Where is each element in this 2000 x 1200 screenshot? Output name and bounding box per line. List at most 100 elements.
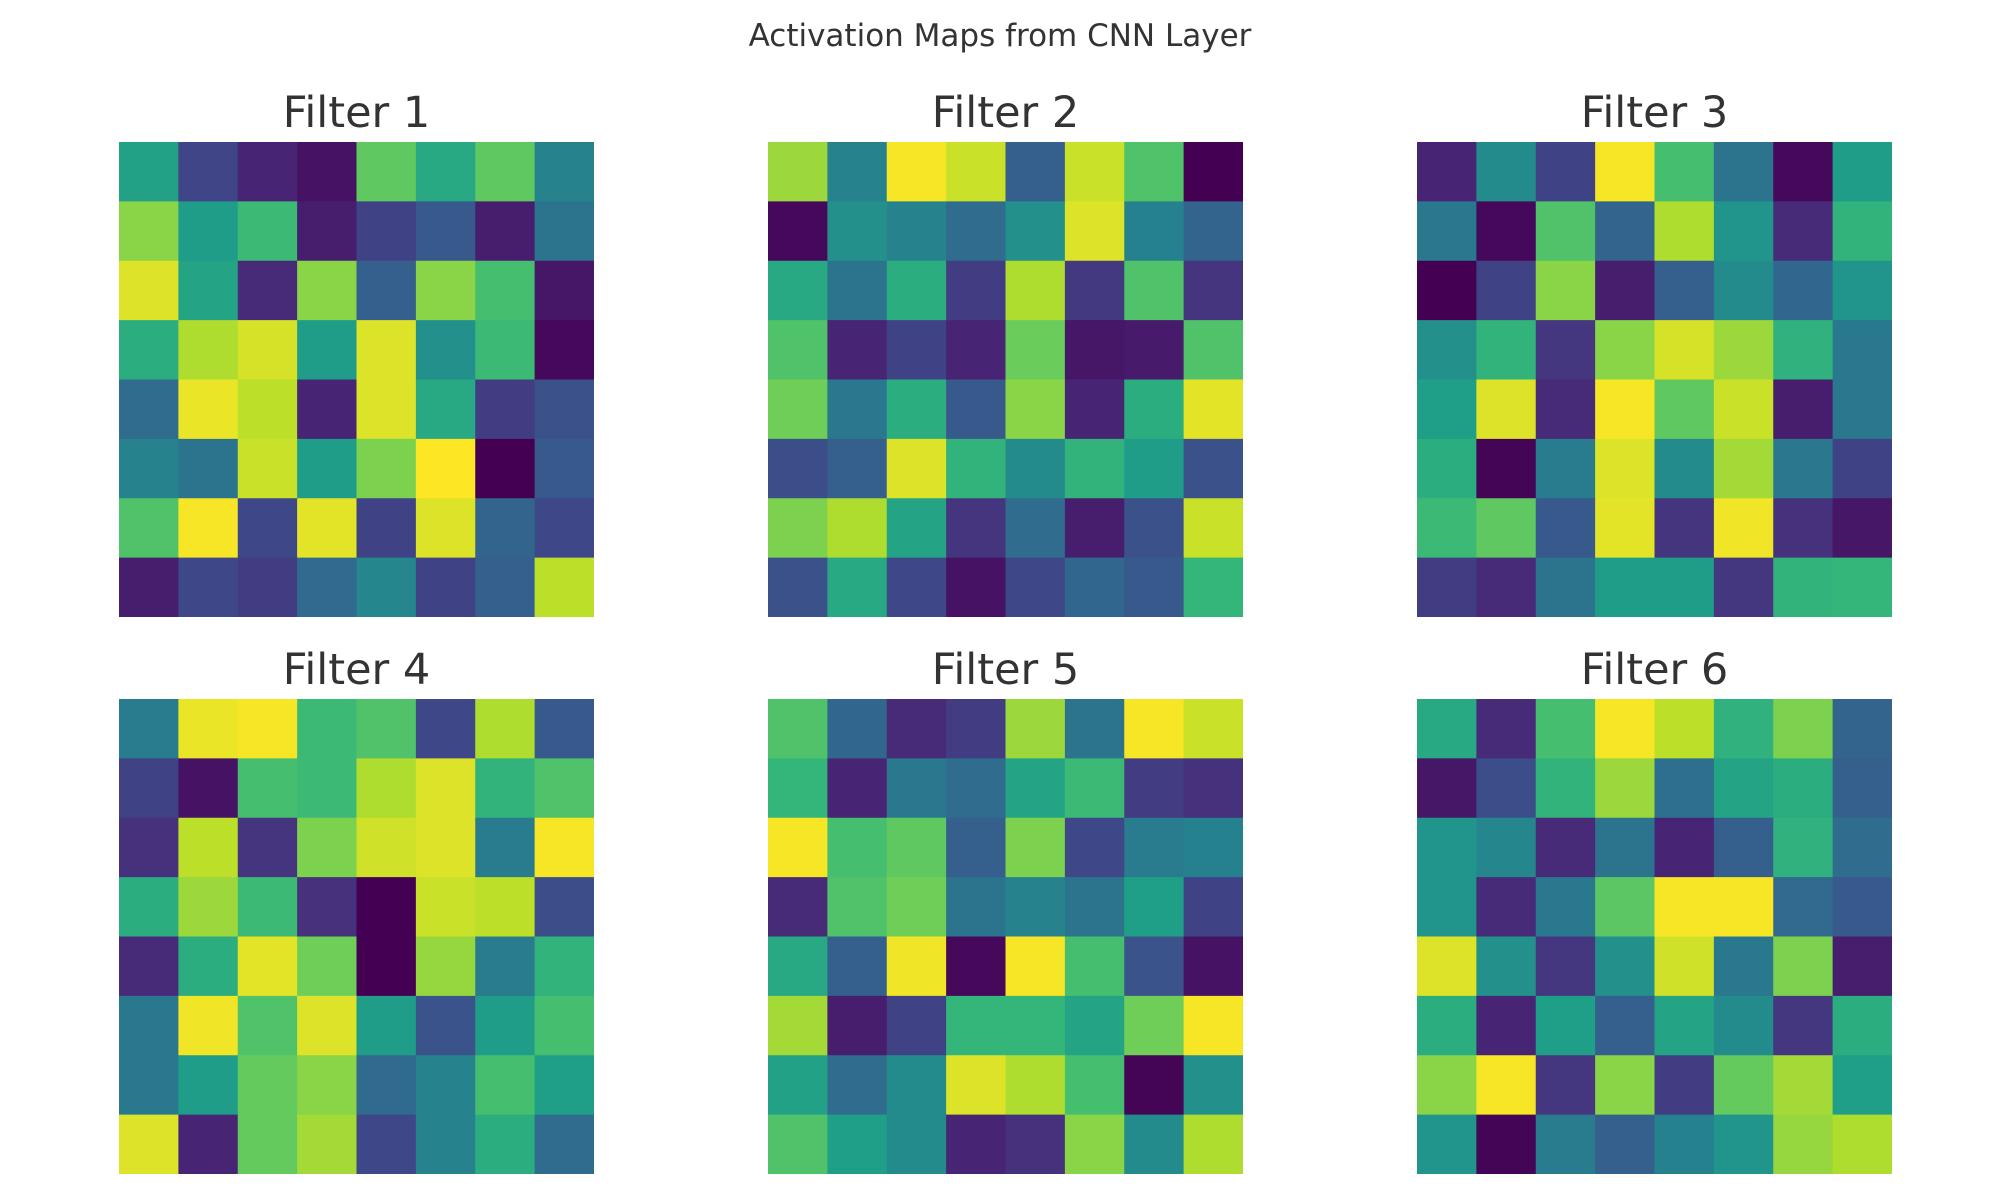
heatmap-cell xyxy=(1713,201,1774,262)
heatmap-cell xyxy=(1183,936,1243,997)
heatmap-cell xyxy=(1417,877,1477,938)
heatmap-cell xyxy=(1124,438,1185,499)
heatmap-cell xyxy=(237,936,298,997)
heatmap-cell xyxy=(1832,379,1892,440)
heatmap-cell xyxy=(1417,142,1477,202)
heatmap-cell xyxy=(768,438,828,499)
heatmap-cell xyxy=(415,557,476,617)
heatmap-cell xyxy=(534,498,594,559)
heatmap-cell xyxy=(1595,320,1656,381)
heatmap-cell xyxy=(946,936,1007,997)
panel-title: Filter 3 xyxy=(1580,88,1729,138)
heatmap-cell xyxy=(1476,379,1537,440)
heatmap-cell xyxy=(886,817,947,878)
heatmap-cell xyxy=(768,1055,828,1116)
heatmap-cell xyxy=(768,699,828,759)
heatmap-cell xyxy=(768,201,828,262)
heatmap-cell xyxy=(1713,438,1774,499)
heatmap-cell xyxy=(1476,877,1537,938)
heatmap-cell xyxy=(1654,699,1715,759)
heatmap-cell xyxy=(1595,699,1656,759)
heatmap-cell xyxy=(178,379,239,440)
heatmap-cell xyxy=(1124,936,1185,997)
heatmap-cell xyxy=(475,1114,536,1174)
heatmap-cell xyxy=(356,320,417,381)
heatmap-cell xyxy=(1832,1114,1892,1174)
activation-heatmap xyxy=(768,699,1243,1174)
heatmap-cell xyxy=(946,877,1007,938)
heatmap-cell xyxy=(237,260,298,321)
heatmap-cell xyxy=(1832,557,1892,617)
heatmap-cell xyxy=(237,557,298,617)
heatmap-cell xyxy=(1005,1114,1066,1174)
heatmap-cell xyxy=(768,142,828,202)
heatmap-cell xyxy=(1417,817,1477,878)
heatmap-cell xyxy=(1476,557,1537,617)
heatmap-cell xyxy=(768,498,828,559)
heatmap-cell xyxy=(534,201,594,262)
activation-heatmap xyxy=(768,142,1243,617)
heatmap-cell xyxy=(946,1114,1007,1174)
heatmap-cell xyxy=(1773,498,1834,559)
heatmap-cell xyxy=(1183,498,1243,559)
heatmap-cell xyxy=(886,758,947,819)
heatmap-cell xyxy=(886,557,947,617)
heatmap-cell xyxy=(1654,320,1715,381)
heatmap-cell xyxy=(1183,557,1243,617)
heatmap-cell xyxy=(1064,699,1125,759)
heatmap-cell xyxy=(297,936,358,997)
heatmap-cell xyxy=(119,498,179,559)
heatmap-cell xyxy=(1124,1114,1185,1174)
heatmap-cell xyxy=(1713,936,1774,997)
panel-title: Filter 1 xyxy=(282,88,431,138)
heatmap-cell xyxy=(1183,142,1243,202)
heatmap-cell xyxy=(768,936,828,997)
heatmap-cell xyxy=(827,995,888,1056)
heatmap-cell xyxy=(1476,142,1537,202)
heatmap-cell xyxy=(297,817,358,878)
heatmap-cell xyxy=(1417,498,1477,559)
heatmap-cell xyxy=(237,438,298,499)
heatmap-cell xyxy=(534,142,594,202)
heatmap-cell xyxy=(415,877,476,938)
heatmap-cell xyxy=(178,142,239,202)
heatmap-cell xyxy=(178,557,239,617)
heatmap-cell xyxy=(1535,758,1596,819)
heatmap-cell xyxy=(1832,758,1892,819)
heatmap-cell xyxy=(415,817,476,878)
heatmap-cell xyxy=(356,817,417,878)
heatmap-cell xyxy=(1595,817,1656,878)
heatmap-cell xyxy=(1124,817,1185,878)
heatmap-cell xyxy=(768,817,828,878)
heatmap-cell xyxy=(1183,438,1243,499)
heatmap-cell xyxy=(1064,936,1125,997)
heatmap-cell xyxy=(475,817,536,878)
heatmap-cell xyxy=(1005,995,1066,1056)
heatmap-cell xyxy=(1535,498,1596,559)
heatmap-cell xyxy=(1535,320,1596,381)
heatmap-cell xyxy=(1773,438,1834,499)
heatmap-cell xyxy=(1773,320,1834,381)
heatmap-cell xyxy=(1417,320,1477,381)
heatmap-cell xyxy=(534,379,594,440)
heatmap-cell xyxy=(1183,817,1243,878)
heatmap-cell xyxy=(1654,379,1715,440)
heatmap-cell xyxy=(827,379,888,440)
heatmap-cell xyxy=(1713,995,1774,1056)
heatmap-cell xyxy=(237,1114,298,1174)
panel-title: Filter 2 xyxy=(931,88,1080,138)
heatmap-cell xyxy=(1832,995,1892,1056)
heatmap-cell xyxy=(475,142,536,202)
heatmap-cell xyxy=(178,320,239,381)
heatmap-cell xyxy=(1124,142,1185,202)
heatmap-cell xyxy=(178,699,239,759)
heatmap-cell xyxy=(1832,438,1892,499)
heatmap-cell xyxy=(1535,557,1596,617)
heatmap-cell xyxy=(827,1114,888,1174)
heatmap-cell xyxy=(1773,201,1834,262)
heatmap-cell xyxy=(768,320,828,381)
heatmap-cell xyxy=(534,260,594,321)
heatmap-cell xyxy=(1476,320,1537,381)
heatmap-cell xyxy=(1124,699,1185,759)
heatmap-cell xyxy=(1124,557,1185,617)
